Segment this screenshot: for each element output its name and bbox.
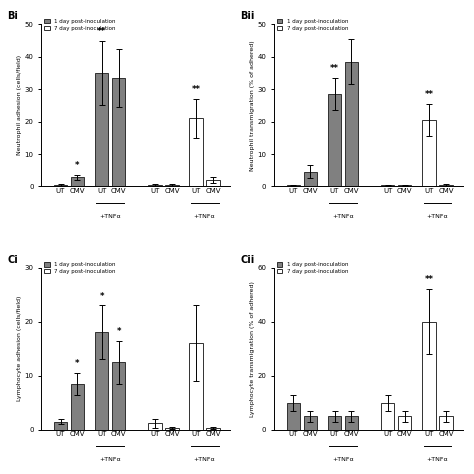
Bar <box>95 73 109 186</box>
Legend: 1 day post-inoculation, 7 day post-inoculation: 1 day post-inoculation, 7 day post-inocu… <box>44 262 116 274</box>
Text: +TNFα: +TNFα <box>427 457 448 462</box>
Bar <box>439 185 453 186</box>
Legend: 1 day post-inoculation, 7 day post-inoculation: 1 day post-inoculation, 7 day post-inocu… <box>44 19 116 31</box>
Bar <box>71 177 84 186</box>
Text: +TNFα: +TNFα <box>332 457 354 462</box>
Bar <box>345 62 358 186</box>
Bar <box>112 78 125 186</box>
Text: Bii: Bii <box>240 11 255 21</box>
Bar <box>381 185 394 186</box>
Bar <box>148 185 162 186</box>
Legend: 1 day post-inoculation, 7 day post-inoculation: 1 day post-inoculation, 7 day post-inocu… <box>277 262 348 274</box>
Bar <box>190 118 203 186</box>
Bar <box>54 185 67 186</box>
Y-axis label: Neutrophil adhesion (cells/field): Neutrophil adhesion (cells/field) <box>17 55 22 155</box>
Text: +TNFα: +TNFα <box>194 214 216 219</box>
Text: Ci: Ci <box>7 255 18 264</box>
Bar <box>328 416 341 430</box>
Bar <box>422 120 436 186</box>
Bar <box>95 332 109 430</box>
Text: +TNFα: +TNFα <box>332 214 354 219</box>
Bar <box>71 384 84 430</box>
Text: *: * <box>75 161 80 170</box>
Text: *: * <box>100 292 104 301</box>
Text: **: ** <box>425 275 434 284</box>
Text: +TNFα: +TNFα <box>100 457 121 462</box>
Bar <box>398 185 411 186</box>
Text: +TNFα: +TNFα <box>100 214 121 219</box>
Bar <box>165 428 179 430</box>
Bar <box>422 322 436 430</box>
Text: **: ** <box>425 90 434 99</box>
Text: Cii: Cii <box>240 255 254 264</box>
Bar <box>398 416 411 430</box>
Bar <box>207 180 220 186</box>
Bar <box>328 94 341 186</box>
Text: **: ** <box>97 27 106 36</box>
Bar <box>287 185 300 186</box>
Text: *: * <box>75 359 80 368</box>
Bar <box>381 403 394 430</box>
Text: **: ** <box>330 64 339 73</box>
Text: +TNFα: +TNFα <box>194 457 216 462</box>
Bar <box>112 362 125 430</box>
Y-axis label: Neutrophil transmigration (% of adhered): Neutrophil transmigration (% of adhered) <box>250 40 255 171</box>
Text: +TNFα: +TNFα <box>427 214 448 219</box>
Bar <box>287 403 300 430</box>
Bar <box>304 416 317 430</box>
Bar <box>54 421 67 430</box>
Bar <box>165 185 179 186</box>
Text: *: * <box>117 327 121 336</box>
Text: **: ** <box>191 85 201 94</box>
Bar <box>304 172 317 186</box>
Y-axis label: Lymphocyte transmigration (% of adhered): Lymphocyte transmigration (% of adhered) <box>250 281 255 417</box>
Bar <box>345 416 358 430</box>
Y-axis label: Lymphocyte adhesion (cells/field): Lymphocyte adhesion (cells/field) <box>17 296 22 401</box>
Bar <box>439 416 453 430</box>
Bar <box>148 423 162 430</box>
Bar <box>207 428 220 430</box>
Text: Bi: Bi <box>7 11 18 21</box>
Legend: 1 day post-inoculation, 7 day post-inoculation: 1 day post-inoculation, 7 day post-inocu… <box>277 19 348 31</box>
Bar <box>190 343 203 430</box>
